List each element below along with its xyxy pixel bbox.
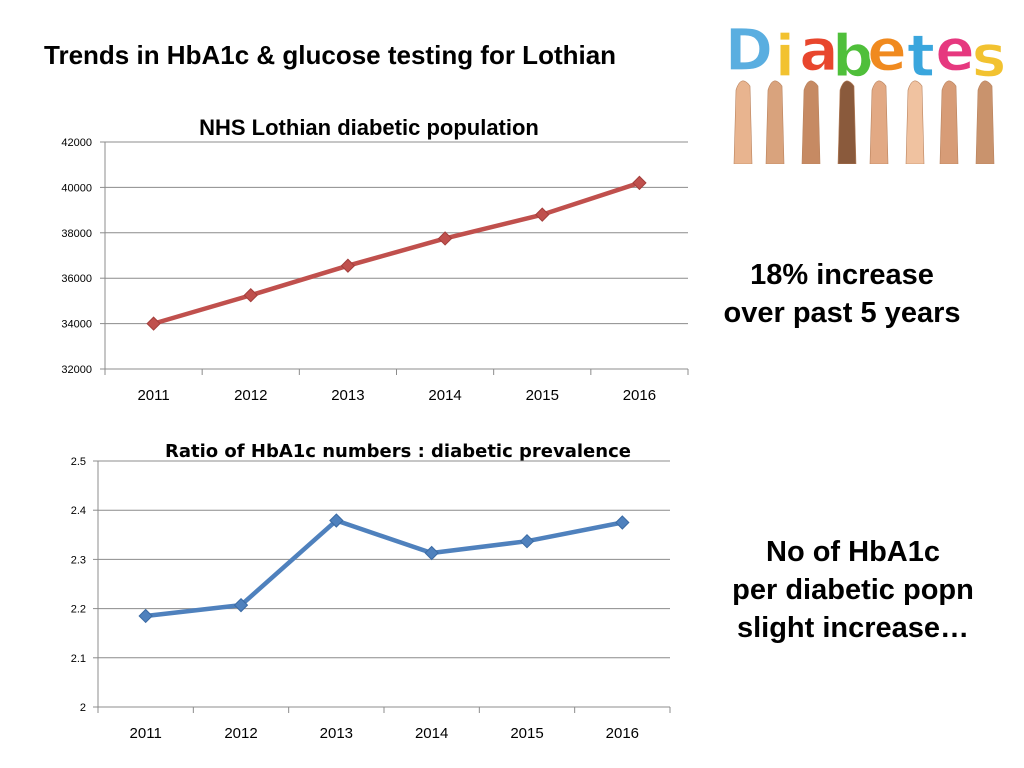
chart-title: Ratio of HbA1c numbers : diabetic preval… <box>165 441 631 462</box>
data-point-marker <box>535 207 550 222</box>
callout-population-line-1: 18% increase <box>750 259 934 291</box>
logo-letter: i <box>775 22 795 90</box>
series-line <box>143 518 625 619</box>
x-tick-label: 2016 <box>623 387 656 404</box>
y-tick-label: 2.1 <box>71 653 86 665</box>
series-line <box>151 180 642 326</box>
callout-ratio-line-1: No of HbA1c <box>766 536 940 568</box>
y-tick-label: 36000 <box>61 273 92 285</box>
y-tick-label: 42000 <box>61 137 92 149</box>
data-point-marker <box>233 597 249 613</box>
logo-hand <box>939 80 959 164</box>
y-tick-label: 2.3 <box>71 554 86 566</box>
x-tick-label: 2011 <box>137 387 169 404</box>
logo-hands <box>733 80 995 164</box>
logo-hand <box>837 80 857 164</box>
logo-hand <box>905 80 925 164</box>
data-point-marker <box>146 316 161 331</box>
slide-title: Trends in HbA1c & glucose testing for Lo… <box>44 40 617 70</box>
data-point-marker <box>138 608 153 624</box>
logo-letter: e <box>867 16 906 84</box>
data-point-marker <box>329 513 344 528</box>
x-tick-label: 2013 <box>320 725 353 742</box>
logo-hand <box>765 80 785 164</box>
callout-population-line-2: over past 5 years <box>723 297 961 329</box>
x-tick-label: 2016 <box>606 725 639 742</box>
logo-letter: s <box>972 22 1007 90</box>
callout-hba1c-ratio: No of HbA1c per diabetic popn slight inc… <box>712 533 994 647</box>
x-tick-label: 2015 <box>510 725 543 742</box>
x-tick-label: 2013 <box>331 387 364 404</box>
callout-population-increase: 18% increase over past 5 years <box>706 256 978 332</box>
x-tick-label: 2014 <box>415 725 448 742</box>
logo-hand <box>733 80 753 164</box>
logo-letter: e <box>935 16 974 84</box>
data-point-marker <box>615 515 630 530</box>
data-point-marker <box>424 545 439 561</box>
logo-hand <box>801 80 821 164</box>
y-tick-label: 34000 <box>61 319 92 331</box>
logo-letter: t <box>907 22 935 90</box>
logo-letter: a <box>799 16 838 84</box>
logo-letter: b <box>832 22 874 90</box>
x-tick-label: 2015 <box>526 387 559 404</box>
data-point-marker <box>519 533 535 549</box>
y-tick-label: 2.2 <box>71 604 86 616</box>
logo-letter: D <box>727 16 773 84</box>
data-point-marker <box>632 175 647 191</box>
y-tick-label: 40000 <box>61 182 92 194</box>
logo-hand <box>869 80 889 164</box>
x-tick-label: 2012 <box>224 725 257 742</box>
y-tick-label: 2.5 <box>71 456 86 468</box>
data-point-marker <box>243 288 258 303</box>
y-tick-label: 2 <box>80 702 86 714</box>
x-tick-label: 2012 <box>234 387 267 404</box>
x-tick-label: 2014 <box>428 387 461 404</box>
data-point-marker <box>340 258 356 273</box>
y-tick-label: 32000 <box>61 364 92 376</box>
chart-title: NHS Lothian diabetic population <box>199 115 539 140</box>
y-tick-label: 2.4 <box>71 505 86 517</box>
callout-ratio-line-2: per diabetic popn <box>732 574 974 606</box>
data-point-marker <box>437 231 453 246</box>
callout-ratio-line-3: slight increase… <box>736 612 970 644</box>
x-tick-label: 2011 <box>130 725 162 742</box>
y-tick-label: 38000 <box>61 228 92 240</box>
logo-hand <box>975 80 995 164</box>
